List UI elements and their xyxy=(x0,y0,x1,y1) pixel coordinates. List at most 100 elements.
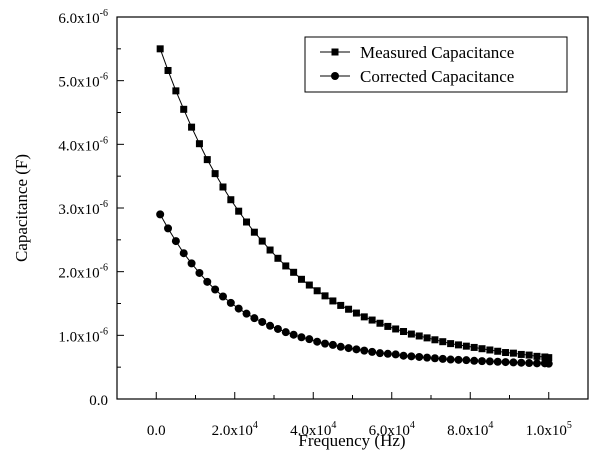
point-measured xyxy=(470,343,478,351)
point-corrected xyxy=(415,352,424,361)
point-corrected xyxy=(242,309,251,318)
x-tick-label: 4.0x104 xyxy=(290,420,336,439)
point-measured xyxy=(282,262,290,270)
point-measured xyxy=(297,275,305,283)
point-measured xyxy=(321,292,329,300)
point-measured xyxy=(400,328,408,336)
x-tick-label: 6.0x104 xyxy=(369,420,415,439)
y-axis-title: Capacitance (F) xyxy=(12,154,31,262)
point-corrected xyxy=(493,357,502,366)
y-tick-label: 2.0x10-6 xyxy=(58,263,108,282)
point-corrected xyxy=(509,358,518,367)
point-corrected xyxy=(203,277,212,286)
point-corrected xyxy=(179,249,188,258)
y-tick-label: 5.0x10-6 xyxy=(58,72,108,91)
point-corrected xyxy=(430,354,439,363)
y-tick-label: 1.0x10-6 xyxy=(58,326,108,345)
point-measured xyxy=(266,246,274,254)
point-corrected xyxy=(462,356,471,365)
point-measured xyxy=(541,353,549,361)
y-axis-ticks: 0.0 1.0x10-6 2.0x10-6 3.0x10-6 4.0x10-6 5.0x1… xyxy=(58,8,124,409)
point-corrected xyxy=(501,358,510,367)
point-corrected xyxy=(344,344,353,353)
point-measured xyxy=(407,330,415,338)
legend-label-corrected: Corrected Capacitance xyxy=(360,67,514,86)
point-measured xyxy=(509,349,517,357)
point-corrected xyxy=(281,328,290,337)
point-measured xyxy=(313,287,321,295)
point-measured xyxy=(494,347,502,355)
point-corrected xyxy=(211,285,220,294)
point-measured xyxy=(337,301,345,309)
point-measured xyxy=(368,316,376,324)
point-measured xyxy=(384,322,392,330)
point-corrected xyxy=(164,224,173,233)
point-measured xyxy=(258,237,266,245)
point-corrected xyxy=(391,350,400,359)
point-corrected xyxy=(234,304,243,313)
x-tick-label: 1.0x105 xyxy=(526,420,572,439)
point-measured xyxy=(172,87,180,95)
point-measured xyxy=(156,45,164,53)
point-measured xyxy=(250,228,258,236)
y-tick-label: 6.0x10-6 xyxy=(58,8,108,27)
point-measured xyxy=(478,345,486,353)
point-corrected xyxy=(297,333,306,342)
point-corrected xyxy=(187,259,196,268)
y-tick-label: 0.0 xyxy=(89,393,108,409)
point-measured xyxy=(502,349,510,357)
point-corrected xyxy=(399,351,408,360)
point-corrected xyxy=(336,342,345,351)
point-corrected xyxy=(218,292,227,301)
point-measured xyxy=(545,354,553,362)
point-corrected xyxy=(478,357,487,366)
point-corrected xyxy=(273,324,282,333)
point-corrected xyxy=(454,355,463,364)
point-measured xyxy=(423,334,431,342)
point-measured xyxy=(360,313,368,321)
point-measured xyxy=(392,325,400,333)
point-measured xyxy=(180,105,188,113)
point-corrected xyxy=(352,345,361,354)
point-measured xyxy=(188,123,196,131)
point-measured xyxy=(211,170,219,178)
point-measured xyxy=(164,66,172,74)
point-corrected xyxy=(470,356,479,365)
point-measured xyxy=(454,341,462,349)
x-tick-label: 0.0 xyxy=(147,423,166,439)
series-layer xyxy=(156,45,553,368)
point-measured xyxy=(243,218,251,226)
point-measured xyxy=(447,340,455,348)
point-measured xyxy=(274,254,282,262)
point-measured xyxy=(290,268,298,276)
legend-marker-corrected xyxy=(331,72,339,80)
point-measured xyxy=(376,319,384,327)
x-tick-label: 2.0x104 xyxy=(212,420,258,439)
legend-marker-measured xyxy=(331,48,339,56)
x-axis-ticks: 0.0 2.0x104 4.0x104 6.0x104 8.0x104 1.0x105 xyxy=(147,392,572,439)
x-axis-title: Frequency (Hz) xyxy=(298,431,405,450)
point-corrected xyxy=(289,330,298,339)
point-measured xyxy=(227,196,235,204)
point-measured xyxy=(431,336,439,344)
x-tick-label: 8.0x104 xyxy=(447,420,493,439)
point-measured xyxy=(517,350,525,358)
point-measured xyxy=(203,156,211,164)
point-corrected xyxy=(375,349,384,358)
point-corrected xyxy=(195,268,204,277)
point-corrected xyxy=(266,321,275,330)
point-corrected xyxy=(485,357,494,366)
point-measured xyxy=(533,352,541,360)
y-tick-label: 3.0x10-6 xyxy=(58,199,108,218)
point-measured xyxy=(305,281,313,289)
point-corrected xyxy=(328,340,337,349)
point-corrected xyxy=(517,358,526,367)
point-corrected xyxy=(532,359,541,368)
point-measured xyxy=(415,332,423,340)
legend: Measured Capacitance Corrected Capacitan… xyxy=(304,36,568,93)
legend-box xyxy=(304,36,568,93)
point-corrected xyxy=(446,355,455,364)
point-corrected xyxy=(383,349,392,358)
point-corrected xyxy=(313,337,322,346)
